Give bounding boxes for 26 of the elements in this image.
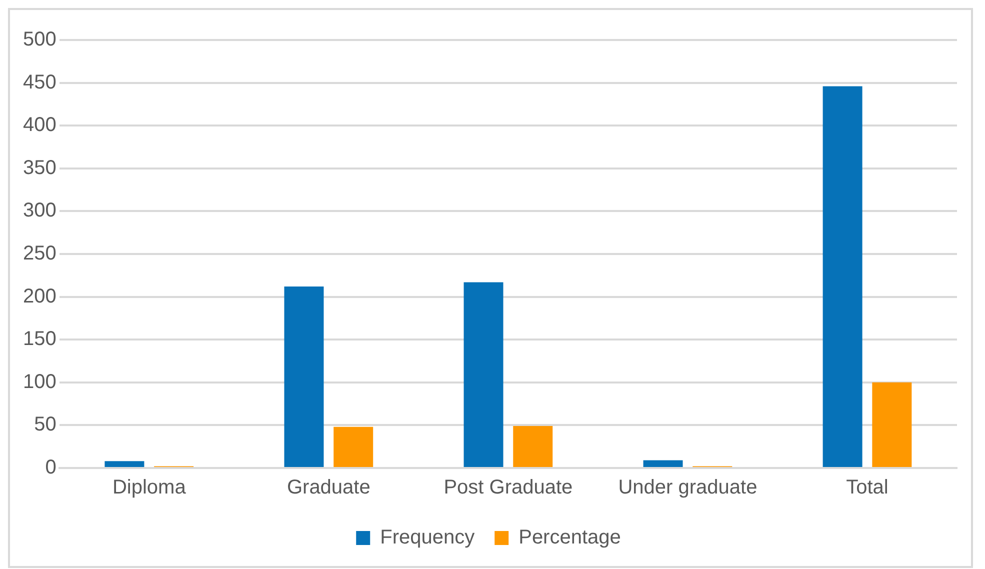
y-tick-label: 300: [22, 200, 56, 222]
y-tick-label: 50: [34, 414, 56, 436]
y-tick-label: 350: [22, 156, 56, 179]
y-tick-label: 250: [22, 242, 56, 265]
bar: [513, 426, 553, 467]
x-tick-label: Diploma: [112, 476, 187, 499]
x-tick-label: Total: [846, 476, 888, 499]
bar: [643, 460, 683, 467]
bar: [822, 86, 862, 467]
bar: [464, 282, 504, 467]
y-tick-label: 100: [22, 370, 56, 393]
bar: [334, 426, 374, 467]
y-tick-label: 400: [22, 114, 56, 136]
x-tick-label: Under graduate: [618, 476, 758, 499]
y-tick-label: 500: [22, 28, 56, 51]
bar: [104, 461, 144, 467]
legend-label: Percentage: [518, 526, 621, 549]
legend-label: Frequency: [380, 526, 475, 549]
x-tick-label: Post Graduate: [444, 476, 573, 499]
y-tick-label: 450: [22, 71, 56, 94]
y-tick-label: 0: [45, 456, 56, 479]
y-tick-label: 150: [22, 328, 56, 350]
x-tick-label: Graduate: [286, 476, 370, 499]
bar: [872, 382, 912, 467]
y-tick-label: 200: [22, 285, 56, 308]
bar: [284, 286, 324, 467]
